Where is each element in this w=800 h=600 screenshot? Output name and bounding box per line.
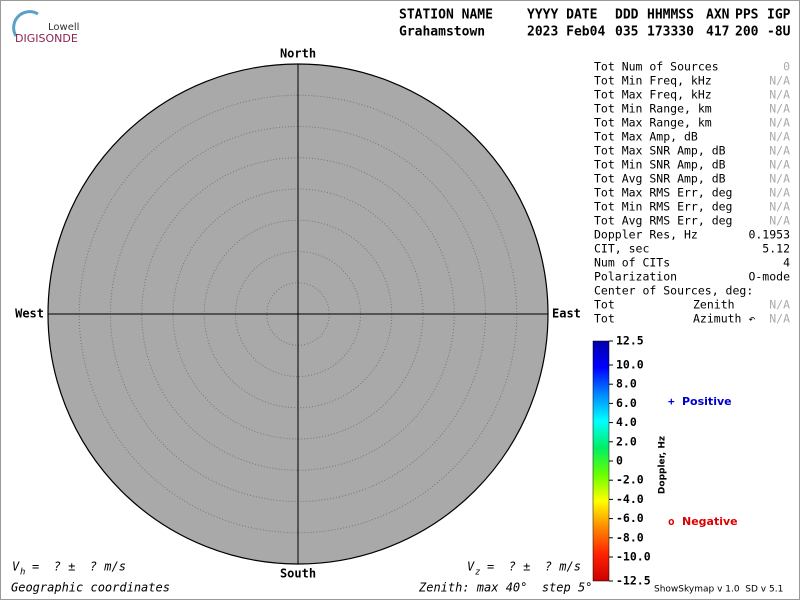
- stat-label: Tot Max Freq, kHz: [594, 88, 712, 102]
- stat-label: Tot Min RMS Err, deg: [594, 200, 732, 214]
- colorbar-tick-label: 10.0: [616, 358, 644, 372]
- stat-value: N/A: [769, 102, 790, 116]
- header-label: AXN: [706, 8, 730, 23]
- dir-north: North: [280, 47, 316, 61]
- colorbar-tick-label: 0: [616, 454, 623, 468]
- velocity-text: = ? ± ? m/s: [487, 560, 581, 574]
- stat-value: 0: [783, 60, 790, 74]
- logo-line2: DIGISONDE: [15, 32, 78, 45]
- stat-value: N/A: [769, 214, 790, 228]
- header-value: Grahamstown: [399, 25, 485, 40]
- velocity-symbol: V: [12, 560, 20, 574]
- stat-sublabel: Azimuth ↶: [693, 312, 755, 326]
- stat-label: Tot Max SNR Amp, dB: [594, 144, 726, 158]
- colorbar-tick-label: -6.0: [616, 511, 644, 525]
- colorbar-tick-label: 6.0: [616, 396, 637, 410]
- stat-value: N/A: [769, 186, 790, 200]
- colorbar-tick-label: 4.0: [616, 415, 637, 429]
- colorbar-tick-label: -4.0: [616, 492, 644, 506]
- legend-symbol: o: [668, 515, 675, 528]
- stat-label: Doppler Res, Hz: [594, 228, 698, 242]
- stat-label: Tot Min SNR Amp, dB: [594, 158, 726, 172]
- stat-label: Num of CITs: [594, 256, 670, 270]
- stat-value: O-mode: [748, 270, 790, 284]
- header-value: 173330: [647, 25, 694, 40]
- header-label: IGP: [767, 8, 791, 23]
- colorbar: [592, 340, 610, 582]
- legend-symbol: +: [668, 395, 675, 408]
- header-label: YYYY DATE: [527, 8, 597, 23]
- stat-value: 4: [783, 256, 790, 270]
- stat-value: N/A: [769, 172, 790, 186]
- stat-label: Tot Num of Sources: [594, 60, 719, 74]
- velocity-symbol: V: [467, 560, 475, 574]
- header-value: 200: [735, 25, 759, 40]
- stat-value: N/A: [769, 116, 790, 130]
- stat-label: Tot Avg RMS Err, deg: [594, 214, 732, 228]
- stat-label: Polarization: [594, 270, 677, 284]
- stat-label: Tot Max RMS Err, deg: [594, 186, 732, 200]
- colorbar-tick-label: 2.0: [616, 434, 637, 448]
- stat-value: N/A: [769, 158, 790, 172]
- stat-value: N/A: [769, 200, 790, 214]
- legend-label: Positive: [682, 395, 732, 408]
- version-note: ShowSkymap v 1.0 SD v 5.1: [654, 585, 783, 595]
- stat-label: CIT, sec: [594, 242, 649, 256]
- stat-label: Tot Max Range, km: [594, 116, 712, 130]
- stat-value: N/A: [769, 74, 790, 88]
- logo-line1: Lowell: [48, 22, 79, 33]
- colorbar-tick-label: 8.0: [616, 377, 637, 391]
- header-label: DDD: [615, 8, 639, 23]
- header-label: STATION NAME: [399, 8, 493, 23]
- dir-south: South: [280, 567, 316, 581]
- header-label: HHMMSS: [647, 8, 694, 23]
- coords-note: Geographic coordinates: [11, 581, 170, 595]
- dir-west: West: [15, 307, 44, 321]
- header-label: PPS: [735, 8, 759, 23]
- header-value: 417: [706, 25, 729, 40]
- stat-label: Tot Min Range, km: [594, 102, 712, 116]
- colorbar-tick-label: -2.0: [616, 473, 644, 487]
- stat-label: Center of Sources, deg:: [594, 284, 753, 298]
- zenith-note: Zenith: max 40° step 5°: [418, 581, 592, 595]
- stat-value: N/A: [769, 88, 790, 102]
- legend-label: Negative: [682, 515, 738, 528]
- stat-label: Tot: [594, 298, 615, 312]
- stat-value: N/A: [769, 312, 790, 326]
- stat-label: Tot: [594, 312, 615, 326]
- header-value: -8U: [767, 25, 791, 40]
- stat-value: 0.1953: [748, 228, 790, 242]
- stat-label: Tot Avg SNR Amp, dB: [594, 172, 726, 186]
- stat-sublabel: Zenith: [693, 298, 735, 312]
- stat-label: Tot Min Freq, kHz: [594, 74, 712, 88]
- colorbar-tick-label: -10.0: [616, 550, 651, 564]
- velocity-text: = ? ± ? m/s: [32, 560, 126, 574]
- colorbar-tick-label: -12.5: [616, 574, 651, 588]
- colorbar-label: Doppler, Hz: [658, 436, 668, 494]
- stat-value: N/A: [769, 298, 790, 312]
- stat-value: 5.12: [762, 242, 790, 256]
- stat-value: N/A: [769, 130, 790, 144]
- header-value: 035: [615, 25, 638, 40]
- velocity-sub: z: [475, 568, 480, 578]
- velocity-sub: h: [20, 568, 25, 578]
- logo-arc: [12, 10, 39, 37]
- dir-east: East: [552, 307, 581, 321]
- header-value: 2023 Feb04: [527, 25, 605, 40]
- stat-label: Tot Max Amp, dB: [594, 130, 698, 144]
- colorbar-tick-label: 12.5: [616, 334, 644, 348]
- stat-value: N/A: [769, 144, 790, 158]
- colorbar-tick-label: -8.0: [616, 530, 644, 544]
